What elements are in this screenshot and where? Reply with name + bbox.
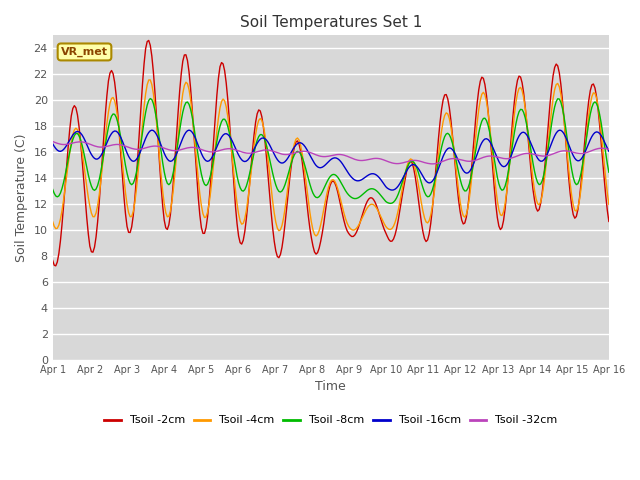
Line: Tsoil -4cm: Tsoil -4cm <box>52 80 609 236</box>
Tsoil -2cm <box>118 174 126 180</box>
Tsoil -8cm <box>294 148 301 154</box>
Tsoil -2cm <box>295 141 303 147</box>
Tsoil -32cm <box>243 150 250 156</box>
Tsoil -4cm <box>147 77 154 83</box>
Tsoil -8cm <box>147 96 154 101</box>
Tsoil -2cm <box>49 258 56 264</box>
Tsoil -8cm <box>216 123 224 129</box>
Tsoil -16cm <box>117 135 125 141</box>
Tsoil -32cm <box>605 146 612 152</box>
Title: Soil Temperatures Set 1: Soil Temperatures Set 1 <box>239 15 422 30</box>
Tsoil -16cm <box>294 141 301 146</box>
X-axis label: Time: Time <box>316 381 346 394</box>
Text: VR_met: VR_met <box>61 47 108 57</box>
Line: Tsoil -8cm: Tsoil -8cm <box>52 98 609 204</box>
Tsoil -4cm <box>312 233 320 239</box>
Tsoil -32cm <box>233 147 241 153</box>
Tsoil -2cm <box>236 240 244 246</box>
Tsoil -2cm <box>145 37 152 43</box>
Tsoil -2cm <box>577 181 585 187</box>
Tsoil -32cm <box>575 151 583 156</box>
Tsoil -16cm <box>577 156 585 162</box>
Tsoil -16cm <box>605 148 612 154</box>
Y-axis label: Soil Temperature (C): Soil Temperature (C) <box>15 133 28 262</box>
Tsoil -32cm <box>292 150 300 156</box>
Line: Tsoil -32cm: Tsoil -32cm <box>52 142 609 164</box>
Tsoil -4cm <box>605 202 612 207</box>
Tsoil -32cm <box>214 148 222 154</box>
Tsoil -4cm <box>294 135 301 141</box>
Line: Tsoil -16cm: Tsoil -16cm <box>52 130 609 190</box>
Tsoil -8cm <box>49 186 56 192</box>
Tsoil -16cm <box>388 187 396 193</box>
Legend: Tsoil -2cm, Tsoil -4cm, Tsoil -8cm, Tsoil -16cm, Tsoil -32cm: Tsoil -2cm, Tsoil -4cm, Tsoil -8cm, Tsoi… <box>100 411 562 430</box>
Tsoil -4cm <box>244 197 252 203</box>
Tsoil -32cm <box>49 139 56 144</box>
Tsoil -8cm <box>244 178 252 184</box>
Tsoil -8cm <box>605 169 612 175</box>
Tsoil -8cm <box>235 180 243 186</box>
Tsoil -2cm <box>52 263 60 269</box>
Tsoil -16cm <box>244 157 252 163</box>
Tsoil -4cm <box>235 211 243 217</box>
Tsoil -4cm <box>117 144 125 150</box>
Tsoil -2cm <box>218 60 225 65</box>
Tsoil -16cm <box>216 137 224 143</box>
Tsoil -2cm <box>246 183 253 189</box>
Tsoil -16cm <box>49 141 56 146</box>
Tsoil -16cm <box>235 152 243 158</box>
Tsoil -8cm <box>577 170 585 176</box>
Tsoil -32cm <box>428 161 436 167</box>
Tsoil -4cm <box>49 219 56 225</box>
Tsoil -2cm <box>605 218 612 224</box>
Tsoil -8cm <box>117 135 125 141</box>
Tsoil -4cm <box>577 186 585 192</box>
Tsoil -32cm <box>117 142 125 148</box>
Tsoil -8cm <box>387 201 394 206</box>
Tsoil -4cm <box>216 105 224 111</box>
Tsoil -16cm <box>185 127 193 133</box>
Line: Tsoil -2cm: Tsoil -2cm <box>52 40 609 266</box>
